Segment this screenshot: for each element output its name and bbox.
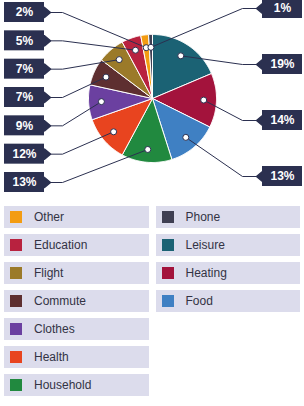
svg-text:12%: 12% bbox=[12, 147, 36, 161]
svg-text:9%: 9% bbox=[16, 119, 34, 133]
html-text:Leisure: Leisure bbox=[185, 238, 225, 252]
svg-text:2%: 2% bbox=[16, 5, 34, 19]
html-text:Food: Food bbox=[185, 294, 213, 308]
svg-text:13%: 13% bbox=[270, 169, 294, 183]
html-text:Flight: Flight bbox=[34, 266, 64, 280]
html-text:Phone: Phone bbox=[185, 210, 221, 224]
svg-text:7%: 7% bbox=[16, 62, 34, 76]
svg-text:7%: 7% bbox=[16, 90, 34, 104]
svg-text:19%: 19% bbox=[270, 57, 294, 71]
html-text:Commute: Commute bbox=[34, 294, 86, 308]
html-text:Health: Health bbox=[34, 350, 69, 364]
html-text:Other: Other bbox=[34, 210, 64, 224]
svg-text:1%: 1% bbox=[274, 1, 292, 15]
html-text:Clothes: Clothes bbox=[34, 322, 75, 336]
svg-text:14%: 14% bbox=[270, 113, 294, 127]
html-text:Household: Household bbox=[34, 378, 92, 392]
html-text:Heating: Heating bbox=[185, 266, 227, 280]
svg-text:5%: 5% bbox=[16, 34, 34, 48]
html-text:Education: Education bbox=[34, 238, 88, 252]
svg-text:13%: 13% bbox=[12, 175, 36, 189]
